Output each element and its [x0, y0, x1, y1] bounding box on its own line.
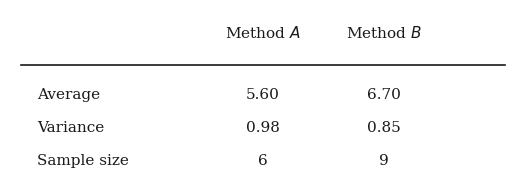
Text: 0.85: 0.85	[367, 121, 401, 135]
Text: Method $\it{A}$: Method $\it{A}$	[225, 25, 301, 41]
Text: Sample size: Sample size	[37, 154, 129, 168]
Text: 6: 6	[258, 154, 268, 168]
Text: 6.70: 6.70	[367, 88, 401, 102]
Text: 5.60: 5.60	[246, 88, 280, 102]
Text: Variance: Variance	[37, 121, 104, 135]
Text: Method $\it{B}$: Method $\it{B}$	[346, 25, 422, 41]
Text: 0.98: 0.98	[246, 121, 280, 135]
Text: 9: 9	[379, 154, 389, 168]
Text: Average: Average	[37, 88, 100, 102]
